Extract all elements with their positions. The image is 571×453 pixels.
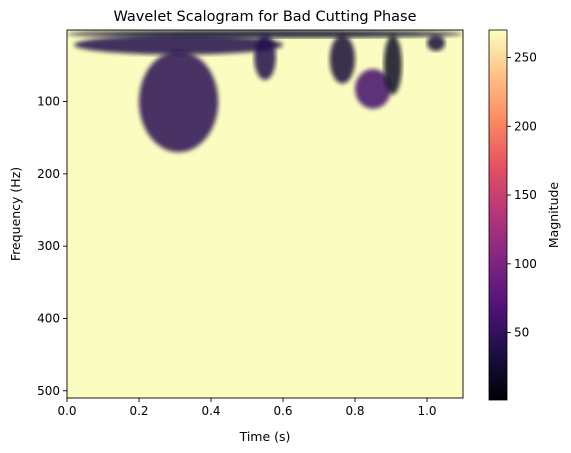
x-tick-label: 0.4 (201, 404, 220, 418)
colorbar-tick-label: 200 (514, 119, 537, 133)
y-tick-label: 300 (37, 239, 60, 253)
colorbar-ticks: 50 100 150 200 250 (507, 51, 537, 340)
region-5 (355, 69, 391, 109)
x-axis-label: Time (s) (239, 429, 291, 444)
colorbar-tick-label: 250 (514, 51, 537, 65)
colorbar-tick-label: 100 (514, 257, 537, 271)
y-tick-label: 200 (37, 167, 60, 181)
region-1 (74, 35, 283, 55)
x-tick-label: 0.6 (273, 404, 292, 418)
y-axis-label: Frequency (Hz) (8, 167, 23, 261)
colorbar-tick-label: 150 (514, 188, 537, 202)
x-tick-label: 0.0 (57, 404, 76, 418)
x-tick-label: 0.8 (345, 404, 364, 418)
colorbar (488, 29, 508, 401)
x-tick-label: 1.0 (417, 404, 436, 418)
colorbar-label: Magnitude (546, 182, 561, 249)
chart-title: Wavelet Scalogram for Bad Cutting Phase (114, 9, 417, 25)
y-tick-label: 500 (37, 384, 60, 398)
plot-frame (66, 29, 464, 399)
x-tick-label: 0.2 (129, 404, 148, 418)
y-tick-label: 100 (37, 95, 60, 109)
y-axis: 100 200 300 400 500 (37, 95, 67, 398)
region-2 (139, 50, 219, 153)
x-axis: 0.0 0.2 0.4 0.6 0.8 1.0 (57, 398, 437, 418)
y-tick-label: 400 (37, 311, 60, 325)
scalogram-regions (67, 30, 463, 153)
region-7 (427, 35, 445, 51)
colorbar-tick-label: 50 (514, 326, 529, 340)
region-6 (383, 35, 402, 95)
plot-background (67, 30, 463, 398)
region-3 (254, 35, 276, 80)
region-4 (329, 35, 355, 84)
